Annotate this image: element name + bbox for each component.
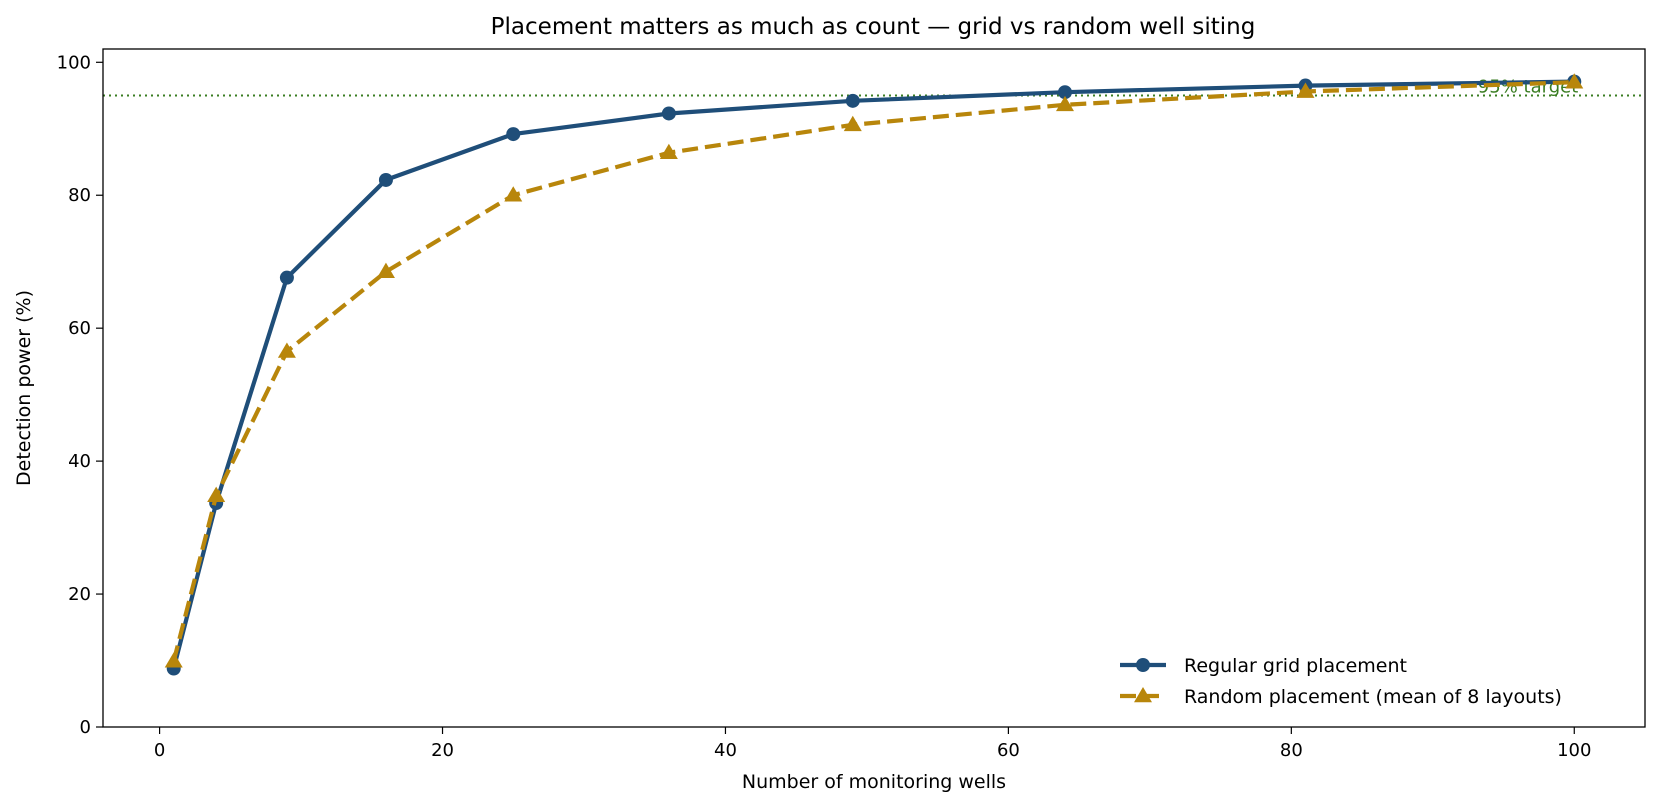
data-point — [1296, 82, 1315, 98]
data-point — [378, 172, 393, 187]
y-tick-label: 20 — [68, 584, 91, 605]
data-point — [843, 115, 862, 132]
data-point — [506, 127, 521, 142]
y-axis-ticks: 0 20 40 60 80 100 — [57, 52, 103, 738]
x-tick-label: 100 — [1557, 740, 1591, 761]
plot-frame — [102, 48, 1646, 728]
legend-marker — [1134, 687, 1152, 703]
x-tick-label: 0 — [154, 740, 165, 761]
x-axis-ticks: 0 20 40 60 80 100 — [154, 727, 1591, 761]
data-point — [659, 143, 678, 159]
x-tick-label: 60 — [997, 740, 1020, 761]
x-tick-label: 20 — [431, 740, 454, 761]
legend: Regular grid placement Random placement (… — [1120, 655, 1562, 708]
reference-layer: 95% target — [103, 77, 1645, 98]
series-line-1 — [171, 79, 1575, 670]
chart-title: Placement matters as much as count — gri… — [491, 14, 1256, 40]
series-line-2 — [171, 80, 1575, 662]
y-tick-label: 40 — [68, 451, 91, 472]
data-point — [1055, 95, 1074, 112]
legend-label: Random placement (mean of 8 layouts) — [1184, 686, 1562, 708]
data-point — [845, 93, 860, 108]
data-point — [376, 262, 395, 278]
data-point — [277, 342, 296, 358]
y-axis-label: Detection power (%) — [13, 290, 35, 486]
data-point — [207, 486, 226, 502]
y-tick-label: 60 — [68, 318, 91, 339]
y-tick-label: 100 — [57, 52, 91, 73]
y-tick-label: 80 — [68, 185, 91, 206]
data-point — [504, 186, 523, 202]
data-point — [1057, 85, 1072, 100]
y-tick-label: 0 — [80, 717, 91, 738]
data-point — [279, 270, 294, 285]
data-point — [1565, 73, 1584, 89]
legend-label: Regular grid placement — [1184, 655, 1407, 677]
data-point — [164, 652, 183, 668]
x-tick-label: 40 — [714, 740, 737, 761]
legend-marker — [1136, 658, 1150, 672]
series-layer — [164, 73, 1584, 676]
x-tick-label: 80 — [1280, 740, 1303, 761]
data-point — [661, 106, 676, 121]
x-axis-label: Number of monitoring wells — [742, 771, 1006, 793]
